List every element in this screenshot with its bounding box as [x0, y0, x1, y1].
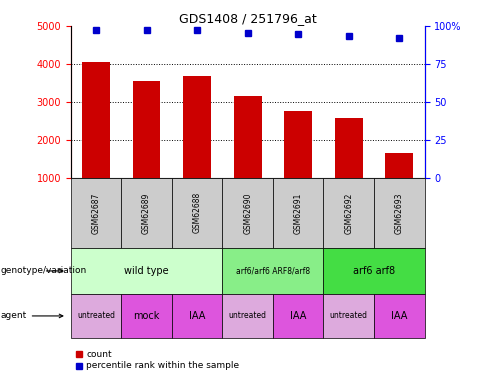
- Bar: [71, 178, 122, 248]
- Bar: [273, 294, 324, 338]
- Bar: [386, 153, 413, 178]
- Bar: [223, 248, 324, 294]
- Text: GSM62692: GSM62692: [344, 192, 353, 234]
- Text: GSM62691: GSM62691: [294, 192, 303, 234]
- Bar: [324, 178, 374, 248]
- Text: IAA: IAA: [189, 311, 205, 321]
- Text: untreated: untreated: [229, 311, 266, 320]
- Text: genotype/variation: genotype/variation: [0, 266, 87, 275]
- Bar: [172, 294, 223, 338]
- Text: untreated: untreated: [330, 311, 368, 320]
- Text: wild type: wild type: [124, 266, 169, 276]
- Text: GSM62687: GSM62687: [92, 192, 101, 234]
- Bar: [324, 294, 374, 338]
- Bar: [335, 118, 363, 178]
- Bar: [324, 248, 425, 294]
- Text: GSM62693: GSM62693: [395, 192, 404, 234]
- Text: untreated: untreated: [77, 311, 115, 320]
- Bar: [71, 294, 122, 338]
- Text: percentile rank within the sample: percentile rank within the sample: [86, 361, 240, 370]
- Text: GSM62690: GSM62690: [243, 192, 252, 234]
- Text: mock: mock: [133, 311, 160, 321]
- Text: GSM62688: GSM62688: [193, 192, 202, 233]
- Text: IAA: IAA: [391, 311, 407, 321]
- Bar: [223, 178, 273, 248]
- Bar: [82, 62, 110, 178]
- Bar: [122, 178, 172, 248]
- Text: IAA: IAA: [290, 311, 306, 321]
- Bar: [133, 81, 161, 178]
- Title: GDS1408 / 251796_at: GDS1408 / 251796_at: [179, 12, 317, 25]
- Text: GSM62689: GSM62689: [142, 192, 151, 234]
- Text: arf6 arf8: arf6 arf8: [353, 266, 395, 276]
- Bar: [285, 111, 312, 178]
- Bar: [172, 178, 223, 248]
- Bar: [374, 294, 425, 338]
- Text: count: count: [86, 350, 112, 359]
- Text: arf6/arf6 ARF8/arf8: arf6/arf6 ARF8/arf8: [236, 266, 310, 275]
- Bar: [122, 294, 172, 338]
- Bar: [374, 178, 425, 248]
- Bar: [183, 76, 211, 178]
- Text: agent: agent: [0, 311, 63, 320]
- Bar: [223, 294, 273, 338]
- Bar: [71, 248, 223, 294]
- Bar: [234, 96, 262, 178]
- Bar: [273, 178, 324, 248]
